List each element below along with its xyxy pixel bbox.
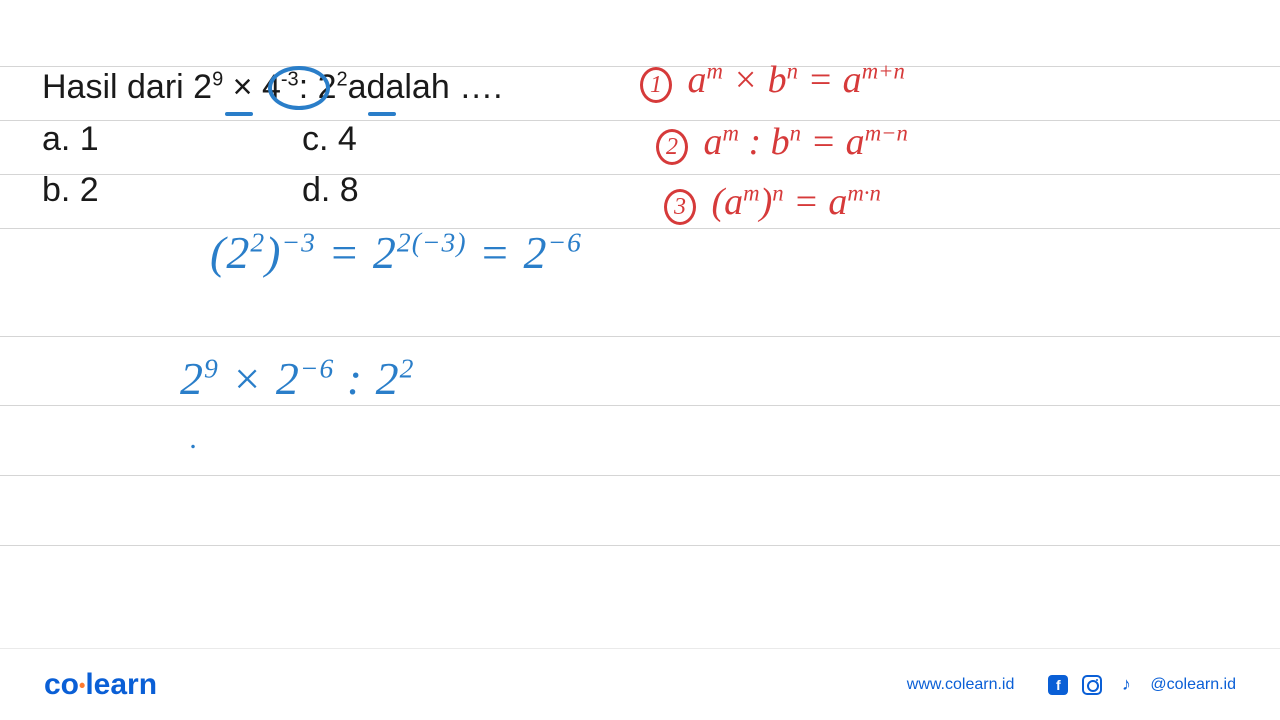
rule-2: 2 am : bn = am−n (656, 120, 908, 165)
underline-29-annotation (225, 112, 253, 116)
footer-handle: @colearn.id (1150, 676, 1236, 694)
footer-right: www.colearn.id f ♪ @colearn.id (907, 675, 1236, 695)
brand-logo: co•learn (44, 668, 157, 702)
circled-4neg3-annotation (268, 66, 330, 110)
work-step-2: 29 × 2−6 : 22 (180, 352, 414, 405)
q-mult: × (223, 68, 262, 106)
option-d: d. 8 (302, 171, 372, 210)
footer-bar: co•learn www.colearn.id f ♪ @colearn.id (0, 648, 1280, 720)
underline-22-annotation (368, 112, 396, 116)
option-c: c. 4 (302, 120, 372, 159)
q-exp3: 2 (337, 69, 348, 91)
instagram-icon (1082, 675, 1102, 695)
options-block: a. 1 c. 4 b. 2 d. 8 (42, 120, 372, 222)
option-b: b. 2 (42, 171, 112, 210)
work-step-1: (22)−3 = 22(−3) = 2−6 (210, 226, 582, 279)
ruled-line (0, 545, 1280, 546)
q-base1: 2 (193, 68, 212, 106)
work-dot: . (190, 422, 198, 456)
question-suffix: adalah …. (348, 68, 503, 106)
q-exp1: 9 (212, 69, 223, 91)
tiktok-icon: ♪ (1116, 675, 1136, 695)
footer-url: www.colearn.id (907, 676, 1015, 694)
rule-3-number: 3 (664, 189, 696, 225)
facebook-icon: f (1048, 675, 1068, 695)
rule-3: 3 (am)n = am·n (664, 180, 881, 225)
logo-co: co (44, 668, 79, 701)
ruled-line (0, 336, 1280, 337)
question-prefix: Hasil dari (42, 68, 193, 106)
ruled-line (0, 405, 1280, 406)
rule-2-number: 2 (656, 129, 688, 165)
rule-1: 1 am × bn = am+n (640, 58, 905, 103)
rule-1-number: 1 (640, 67, 672, 103)
option-a: a. 1 (42, 120, 112, 159)
ruled-line (0, 475, 1280, 476)
ruled-line (0, 228, 1280, 229)
logo-learn: learn (85, 668, 157, 701)
